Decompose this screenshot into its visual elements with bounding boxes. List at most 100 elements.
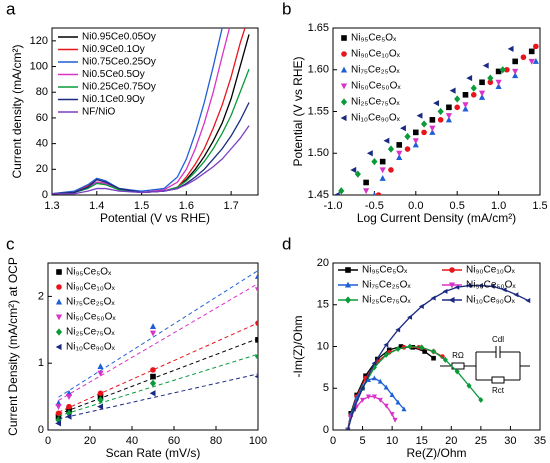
x-tick-label: 5	[360, 435, 366, 447]
marker	[525, 298, 531, 304]
series-line	[347, 284, 529, 430]
marker	[383, 384, 389, 390]
legend-label: Ni₂₅Ce₇₅Oₓ	[351, 97, 400, 108]
legend-label: Ni₉₅Ce₅Oₓ	[66, 267, 112, 278]
marker	[149, 390, 156, 397]
panel-label: b	[282, 0, 291, 18]
marker	[528, 58, 535, 65]
x-tick-label: 0.5	[450, 200, 465, 212]
marker	[419, 344, 425, 351]
marker	[422, 349, 427, 354]
legend-label: Ni₁₀Ce₉₀Oₓ	[351, 113, 401, 124]
y-tick-label: 1.55	[308, 105, 329, 117]
marker	[466, 75, 473, 82]
legend-label: Ni₇₅Ce₂₅Oₓ	[351, 65, 400, 76]
marker	[396, 154, 403, 160]
fit-line	[58, 270, 258, 398]
marker	[254, 273, 258, 279]
marker	[512, 72, 519, 79]
marker	[478, 90, 486, 97]
fit-line	[58, 353, 258, 417]
x-tick-label: 1.0	[491, 200, 506, 212]
marker	[421, 129, 427, 136]
legend-label: Ni₉₀Ce₁₀Oₓ	[66, 282, 116, 293]
legend-label: Ni₉₅Ce₅Oₓ	[351, 33, 397, 44]
legend-marker	[340, 98, 348, 106]
marker	[389, 392, 395, 397]
y-tick-label: 1	[38, 357, 44, 369]
marker	[442, 356, 448, 363]
marker	[412, 138, 419, 145]
marker	[431, 355, 436, 361]
legend-label: Ni0.5Ce0.5Oy	[82, 69, 145, 80]
legend-label: Ni0.75Ce0.25Oy	[82, 57, 156, 68]
marker	[462, 92, 469, 98]
circuit-label: Cdl	[492, 335, 504, 344]
legend-label: Ni₉₅Ce₅Oₓ	[362, 265, 408, 276]
y-tick-label: 15	[317, 299, 329, 311]
marker	[454, 104, 461, 111]
marker	[377, 378, 383, 384]
marker	[379, 158, 386, 165]
marker	[387, 145, 395, 153]
series-line	[52, 28, 231, 195]
fit-line	[58, 373, 258, 420]
marker	[532, 58, 539, 64]
y-tick-label: 20	[36, 163, 48, 175]
marker	[350, 166, 357, 174]
marker	[454, 368, 460, 375]
marker	[388, 167, 394, 173]
legend-marker	[448, 282, 456, 289]
marker	[407, 343, 413, 350]
marker	[478, 283, 483, 289]
marker	[363, 373, 368, 379]
marker	[512, 68, 519, 75]
marker	[446, 104, 452, 111]
y-tick-label: 80	[36, 86, 48, 98]
marker	[375, 192, 382, 195]
legend-label: Ni₁₀Ce₉₀Oₓ	[466, 295, 516, 306]
marker	[429, 125, 436, 132]
marker	[383, 137, 390, 144]
marker	[149, 379, 157, 387]
legend-label: Ni₁₀Ce₉₀Oₓ	[66, 342, 116, 353]
marker	[487, 79, 494, 86]
marker	[363, 188, 370, 195]
y-axis-title: Current density (mA/cm²)	[10, 44, 24, 178]
legend-marker	[55, 343, 62, 351]
legend-marker	[341, 35, 347, 41]
marker	[383, 342, 389, 348]
marker	[495, 79, 502, 86]
y-tick-label: 1.50	[308, 147, 329, 159]
marker	[383, 351, 389, 358]
marker	[495, 68, 502, 75]
y-tick-label: 60	[36, 112, 48, 124]
x-tick-label: 40	[126, 435, 138, 447]
legend-label: Ni₂₅Ce₇₅Oₓ	[362, 295, 411, 306]
legend-label: Ni0.9Ce0.1Oy	[82, 44, 145, 55]
marker	[386, 347, 392, 353]
x-tick-label: 80	[210, 435, 222, 447]
x-tick-label: 1.6	[179, 200, 194, 212]
marker	[501, 287, 507, 293]
marker	[437, 117, 444, 123]
marker	[97, 363, 104, 370]
plot-frame	[332, 262, 541, 431]
marker	[372, 191, 377, 195]
marker	[445, 116, 452, 123]
legend-label: Ni₉₀Ce₁₀Oₓ	[466, 265, 516, 276]
legend-label: Ni₇₅Ce₂₅Oₓ	[66, 297, 115, 308]
marker	[360, 397, 366, 403]
marker	[150, 367, 156, 373]
marker	[429, 129, 436, 135]
series-line	[52, 125, 250, 195]
marker	[371, 157, 378, 166]
plot-frame	[51, 27, 259, 196]
marker	[401, 406, 407, 412]
marker	[383, 403, 389, 409]
x-tick-label: 100	[249, 435, 267, 447]
marker	[404, 132, 411, 141]
y-tick-label: 1.45	[308, 189, 329, 201]
marker	[479, 79, 485, 86]
